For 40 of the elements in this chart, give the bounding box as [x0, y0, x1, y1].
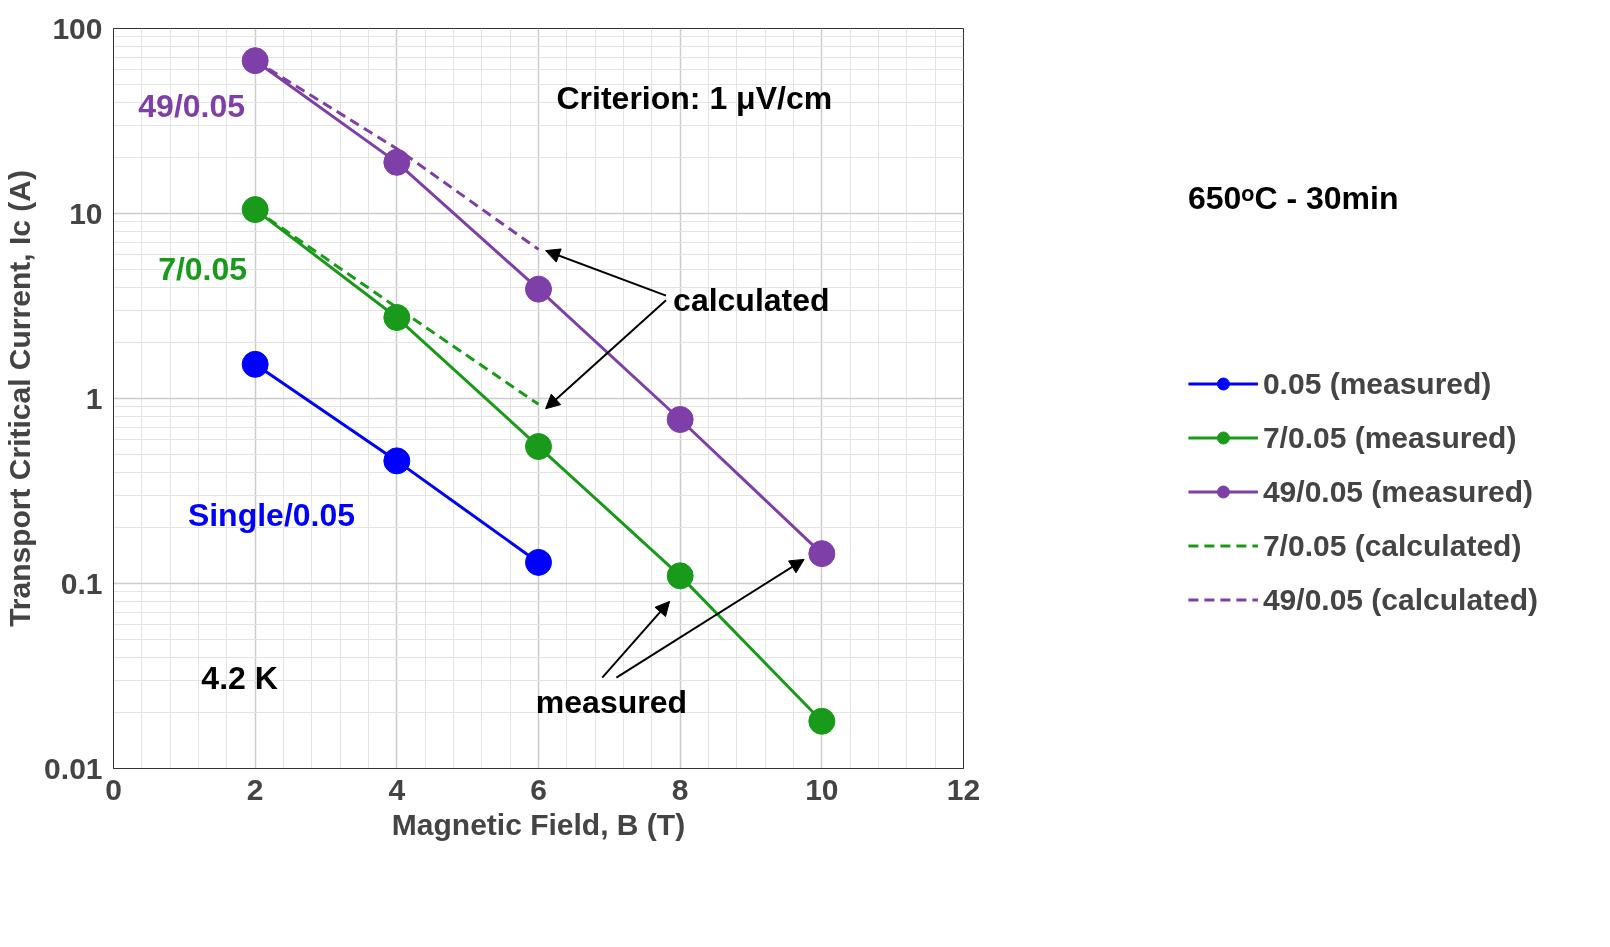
legend-label: 7/0.05 (calculated)	[1262, 528, 1522, 563]
point	[383, 148, 411, 176]
annotation: 4.2 K	[201, 659, 278, 696]
y-tick-label: 100	[52, 11, 103, 45]
x-tick-label: 2	[246, 772, 264, 806]
x-tick-label: 12	[946, 772, 981, 806]
point	[525, 433, 552, 461]
point	[383, 447, 411, 475]
x-axis-title: Magnetic Field, B (T)	[391, 807, 686, 841]
point	[666, 562, 694, 590]
annotation: 49/0.05	[138, 88, 246, 125]
x-tick-label: 10	[805, 772, 839, 806]
annotation: Single/0.05	[187, 496, 356, 533]
point	[241, 350, 269, 378]
y-tick-label: 1	[85, 381, 103, 415]
point	[666, 406, 694, 433]
x-tick-label: 4	[388, 772, 406, 806]
annotation: 7/0.05	[158, 251, 248, 288]
point	[525, 548, 552, 576]
point	[241, 47, 269, 75]
legend-label: 7/0.05 (measured)	[1262, 420, 1517, 455]
point	[383, 304, 411, 331]
y-tick-label: 0.01	[44, 751, 103, 785]
legend-label: 49/0.05 (calculated)	[1262, 582, 1539, 617]
y-axis-title: Transport Critical Current, Ic (A)	[3, 170, 37, 627]
x-tick-label: 6	[530, 772, 547, 806]
text: 650ᵒC - 30min	[1187, 179, 1400, 217]
annotation: Criterion: 1 μV/cm	[556, 80, 833, 117]
annotation: measured	[535, 683, 688, 720]
x-tick-label: 0	[105, 772, 122, 806]
legend-label: 0.05 (measured)	[1262, 366, 1492, 401]
y-tick-label: 10	[69, 196, 103, 230]
x-tick-label: 8	[671, 772, 689, 806]
point	[525, 275, 552, 303]
point	[241, 196, 269, 224]
legend-label: 49/0.05 (measured)	[1262, 474, 1534, 509]
annotation: calculated	[673, 282, 830, 319]
point	[808, 707, 836, 735]
point	[808, 540, 836, 568]
y-tick-label: 0.1	[60, 566, 103, 600]
